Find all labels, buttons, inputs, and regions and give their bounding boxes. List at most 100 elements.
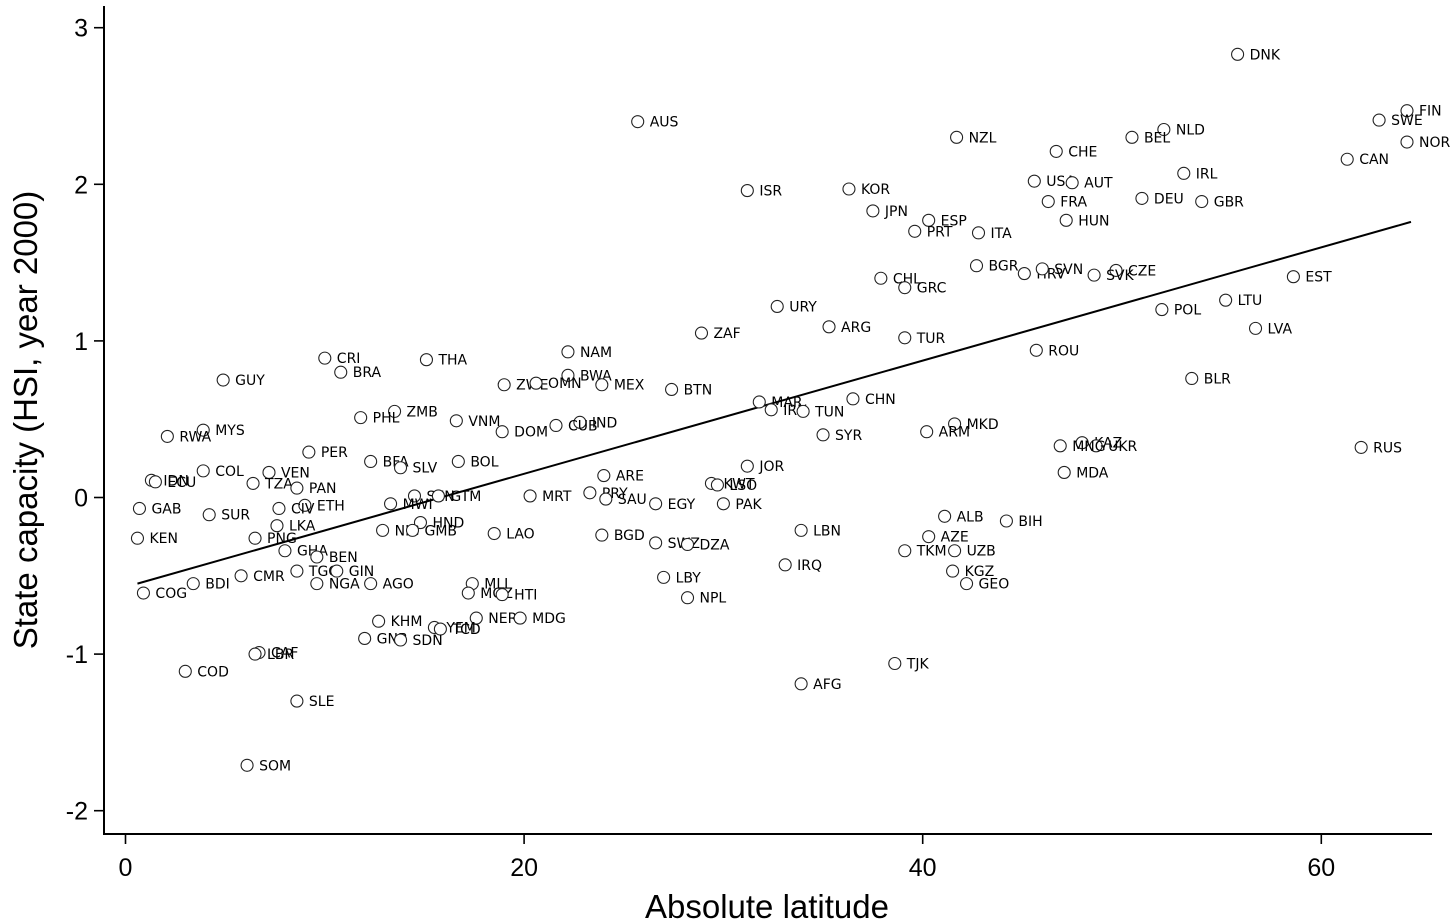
point-label: HTI <box>514 588 537 604</box>
data-point: ESP <box>922 213 967 229</box>
point-marker <box>1231 47 1245 61</box>
data-point: MNG <box>1053 439 1106 455</box>
data-point: VNM <box>449 414 500 430</box>
point-label: BEL <box>1144 130 1170 146</box>
point-label: MYS <box>215 423 245 439</box>
point-marker <box>393 633 408 647</box>
data-point: NGA <box>310 577 360 593</box>
data-point: TKM <box>898 544 947 560</box>
point-marker <box>680 591 695 605</box>
data-point: ZMB <box>388 404 438 420</box>
point-marker <box>959 577 974 591</box>
data-point: TZA <box>246 476 293 492</box>
point-label: IND <box>592 415 617 431</box>
data-point: BRA <box>334 365 382 381</box>
point-label: AUT <box>1084 176 1113 192</box>
point-marker <box>920 425 934 439</box>
data-point: BTN <box>665 382 712 398</box>
point-label: CIV <box>291 501 315 517</box>
point-marker <box>946 564 960 578</box>
point-marker <box>948 417 962 431</box>
data-point: SDN <box>393 633 443 649</box>
point-marker <box>196 464 210 478</box>
point-label: LAO <box>506 527 534 543</box>
point-label: BGR <box>989 259 1019 275</box>
data-point: JOR <box>740 459 784 475</box>
point-marker <box>148 475 162 489</box>
point-label: JPN <box>884 204 908 220</box>
point-marker <box>1087 268 1101 282</box>
point-marker <box>710 478 724 492</box>
point-label: RWA <box>179 429 211 445</box>
point-marker <box>310 550 324 564</box>
data-point: SLV <box>393 461 438 477</box>
point-marker <box>178 664 192 678</box>
point-marker <box>969 259 984 273</box>
point-label: AZE <box>941 530 969 546</box>
data-point: MRT <box>523 489 572 505</box>
y-axis-title: State capacity (HSI, year 2000) <box>7 191 44 650</box>
x-tick-label: 40 <box>909 854 937 882</box>
point-label: CHE <box>1068 144 1097 160</box>
data-point: PER <box>302 445 348 461</box>
point-marker <box>136 586 150 600</box>
point-marker <box>405 523 420 537</box>
point-marker <box>270 519 284 533</box>
point-label: MRT <box>542 489 572 505</box>
point-marker <box>290 694 304 708</box>
data-point: NZL <box>950 130 997 146</box>
point-label: VNM <box>468 414 500 430</box>
data-point: TUR <box>898 331 946 347</box>
point-marker <box>407 489 422 503</box>
point-marker <box>234 569 248 583</box>
data-point: AUT <box>1065 176 1113 192</box>
data-point: LAO <box>487 526 535 543</box>
data-point: BGD <box>595 528 645 544</box>
point-label: MWI <box>403 497 433 513</box>
point-label: HND <box>432 516 464 532</box>
point-marker <box>770 299 784 313</box>
point-marker <box>334 365 348 379</box>
data-point: SWE <box>1372 113 1423 129</box>
data-point: URY <box>770 299 817 315</box>
point-marker <box>752 395 766 409</box>
point-label: ARG <box>841 320 871 336</box>
data-point: ARM <box>920 425 970 441</box>
point-label: BDI <box>205 577 230 593</box>
point-marker <box>419 353 433 367</box>
point-label: PNG <box>267 531 297 547</box>
point-label: CAF <box>271 646 298 662</box>
point-label: ARM <box>939 425 970 441</box>
point-marker <box>487 526 501 541</box>
point-label: SAU <box>618 492 647 508</box>
data-point: CUB <box>549 418 598 434</box>
point-marker <box>922 530 936 544</box>
data-point: CAN <box>1340 152 1389 168</box>
point-marker <box>393 461 408 475</box>
data-point: BEL <box>1125 130 1170 146</box>
point-marker <box>595 528 609 542</box>
point-label: ETH <box>317 498 345 514</box>
point-marker <box>778 558 792 572</box>
linear-fit-line <box>137 220 1412 585</box>
point-label: KEN <box>149 531 178 547</box>
point-label: MKD <box>967 417 999 433</box>
data-point: MAR <box>752 395 803 411</box>
data-point: FIN <box>1400 104 1442 120</box>
data-point: BDI <box>186 577 230 593</box>
data-point: RWA <box>160 429 212 445</box>
data-point: ZAF <box>694 326 741 342</box>
point-marker <box>529 376 543 390</box>
point-marker <box>1065 176 1079 190</box>
data-point: CZE <box>1109 263 1156 279</box>
point-marker <box>384 497 398 511</box>
point-marker <box>160 429 174 443</box>
point-label: LTU <box>1238 293 1263 309</box>
data-point: LTU <box>1219 293 1263 309</box>
point-label: ZMB <box>407 404 438 420</box>
data-point: SAU <box>599 492 647 508</box>
point-label: LKA <box>289 519 316 535</box>
data-point: VEN <box>262 465 310 481</box>
point-label: IDN <box>163 473 188 489</box>
x-tick-label: 20 <box>510 854 538 882</box>
